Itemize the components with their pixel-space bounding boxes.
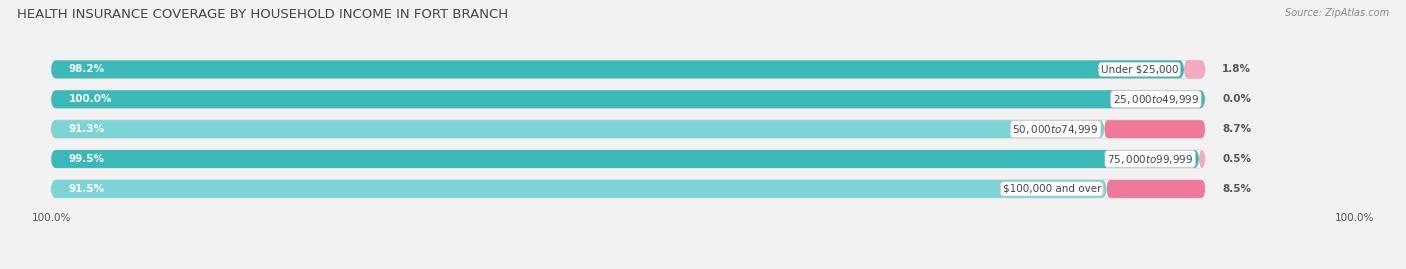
Text: Under $25,000: Under $25,000 — [1101, 64, 1178, 74]
Text: 91.3%: 91.3% — [69, 124, 104, 134]
Text: 1.8%: 1.8% — [1222, 64, 1251, 74]
FancyBboxPatch shape — [1184, 60, 1205, 78]
Text: 100.0%: 100.0% — [69, 94, 112, 104]
Text: 8.5%: 8.5% — [1222, 184, 1251, 194]
FancyBboxPatch shape — [51, 180, 1107, 198]
FancyBboxPatch shape — [51, 150, 1199, 168]
FancyBboxPatch shape — [51, 90, 1205, 108]
Text: 100.0%: 100.0% — [1336, 213, 1375, 224]
Text: $25,000 to $49,999: $25,000 to $49,999 — [1112, 93, 1199, 106]
FancyBboxPatch shape — [51, 150, 1205, 168]
FancyBboxPatch shape — [1199, 150, 1205, 168]
FancyBboxPatch shape — [51, 120, 1105, 138]
FancyBboxPatch shape — [1107, 180, 1205, 198]
Text: HEALTH INSURANCE COVERAGE BY HOUSEHOLD INCOME IN FORT BRANCH: HEALTH INSURANCE COVERAGE BY HOUSEHOLD I… — [17, 8, 508, 21]
Text: Source: ZipAtlas.com: Source: ZipAtlas.com — [1285, 8, 1389, 18]
FancyBboxPatch shape — [51, 180, 1205, 198]
Text: $50,000 to $74,999: $50,000 to $74,999 — [1012, 123, 1098, 136]
Text: $75,000 to $99,999: $75,000 to $99,999 — [1107, 153, 1194, 165]
FancyBboxPatch shape — [1105, 120, 1205, 138]
Text: 99.5%: 99.5% — [69, 154, 104, 164]
Text: 98.2%: 98.2% — [69, 64, 104, 74]
FancyBboxPatch shape — [51, 90, 1205, 108]
FancyBboxPatch shape — [51, 60, 1205, 78]
Text: $100,000 and over: $100,000 and over — [1002, 184, 1101, 194]
Text: 8.7%: 8.7% — [1222, 124, 1251, 134]
Text: 0.5%: 0.5% — [1222, 154, 1251, 164]
Text: 100.0%: 100.0% — [31, 213, 70, 224]
Text: 0.0%: 0.0% — [1222, 94, 1251, 104]
Text: 91.5%: 91.5% — [69, 184, 104, 194]
FancyBboxPatch shape — [51, 120, 1205, 138]
FancyBboxPatch shape — [51, 60, 1184, 78]
